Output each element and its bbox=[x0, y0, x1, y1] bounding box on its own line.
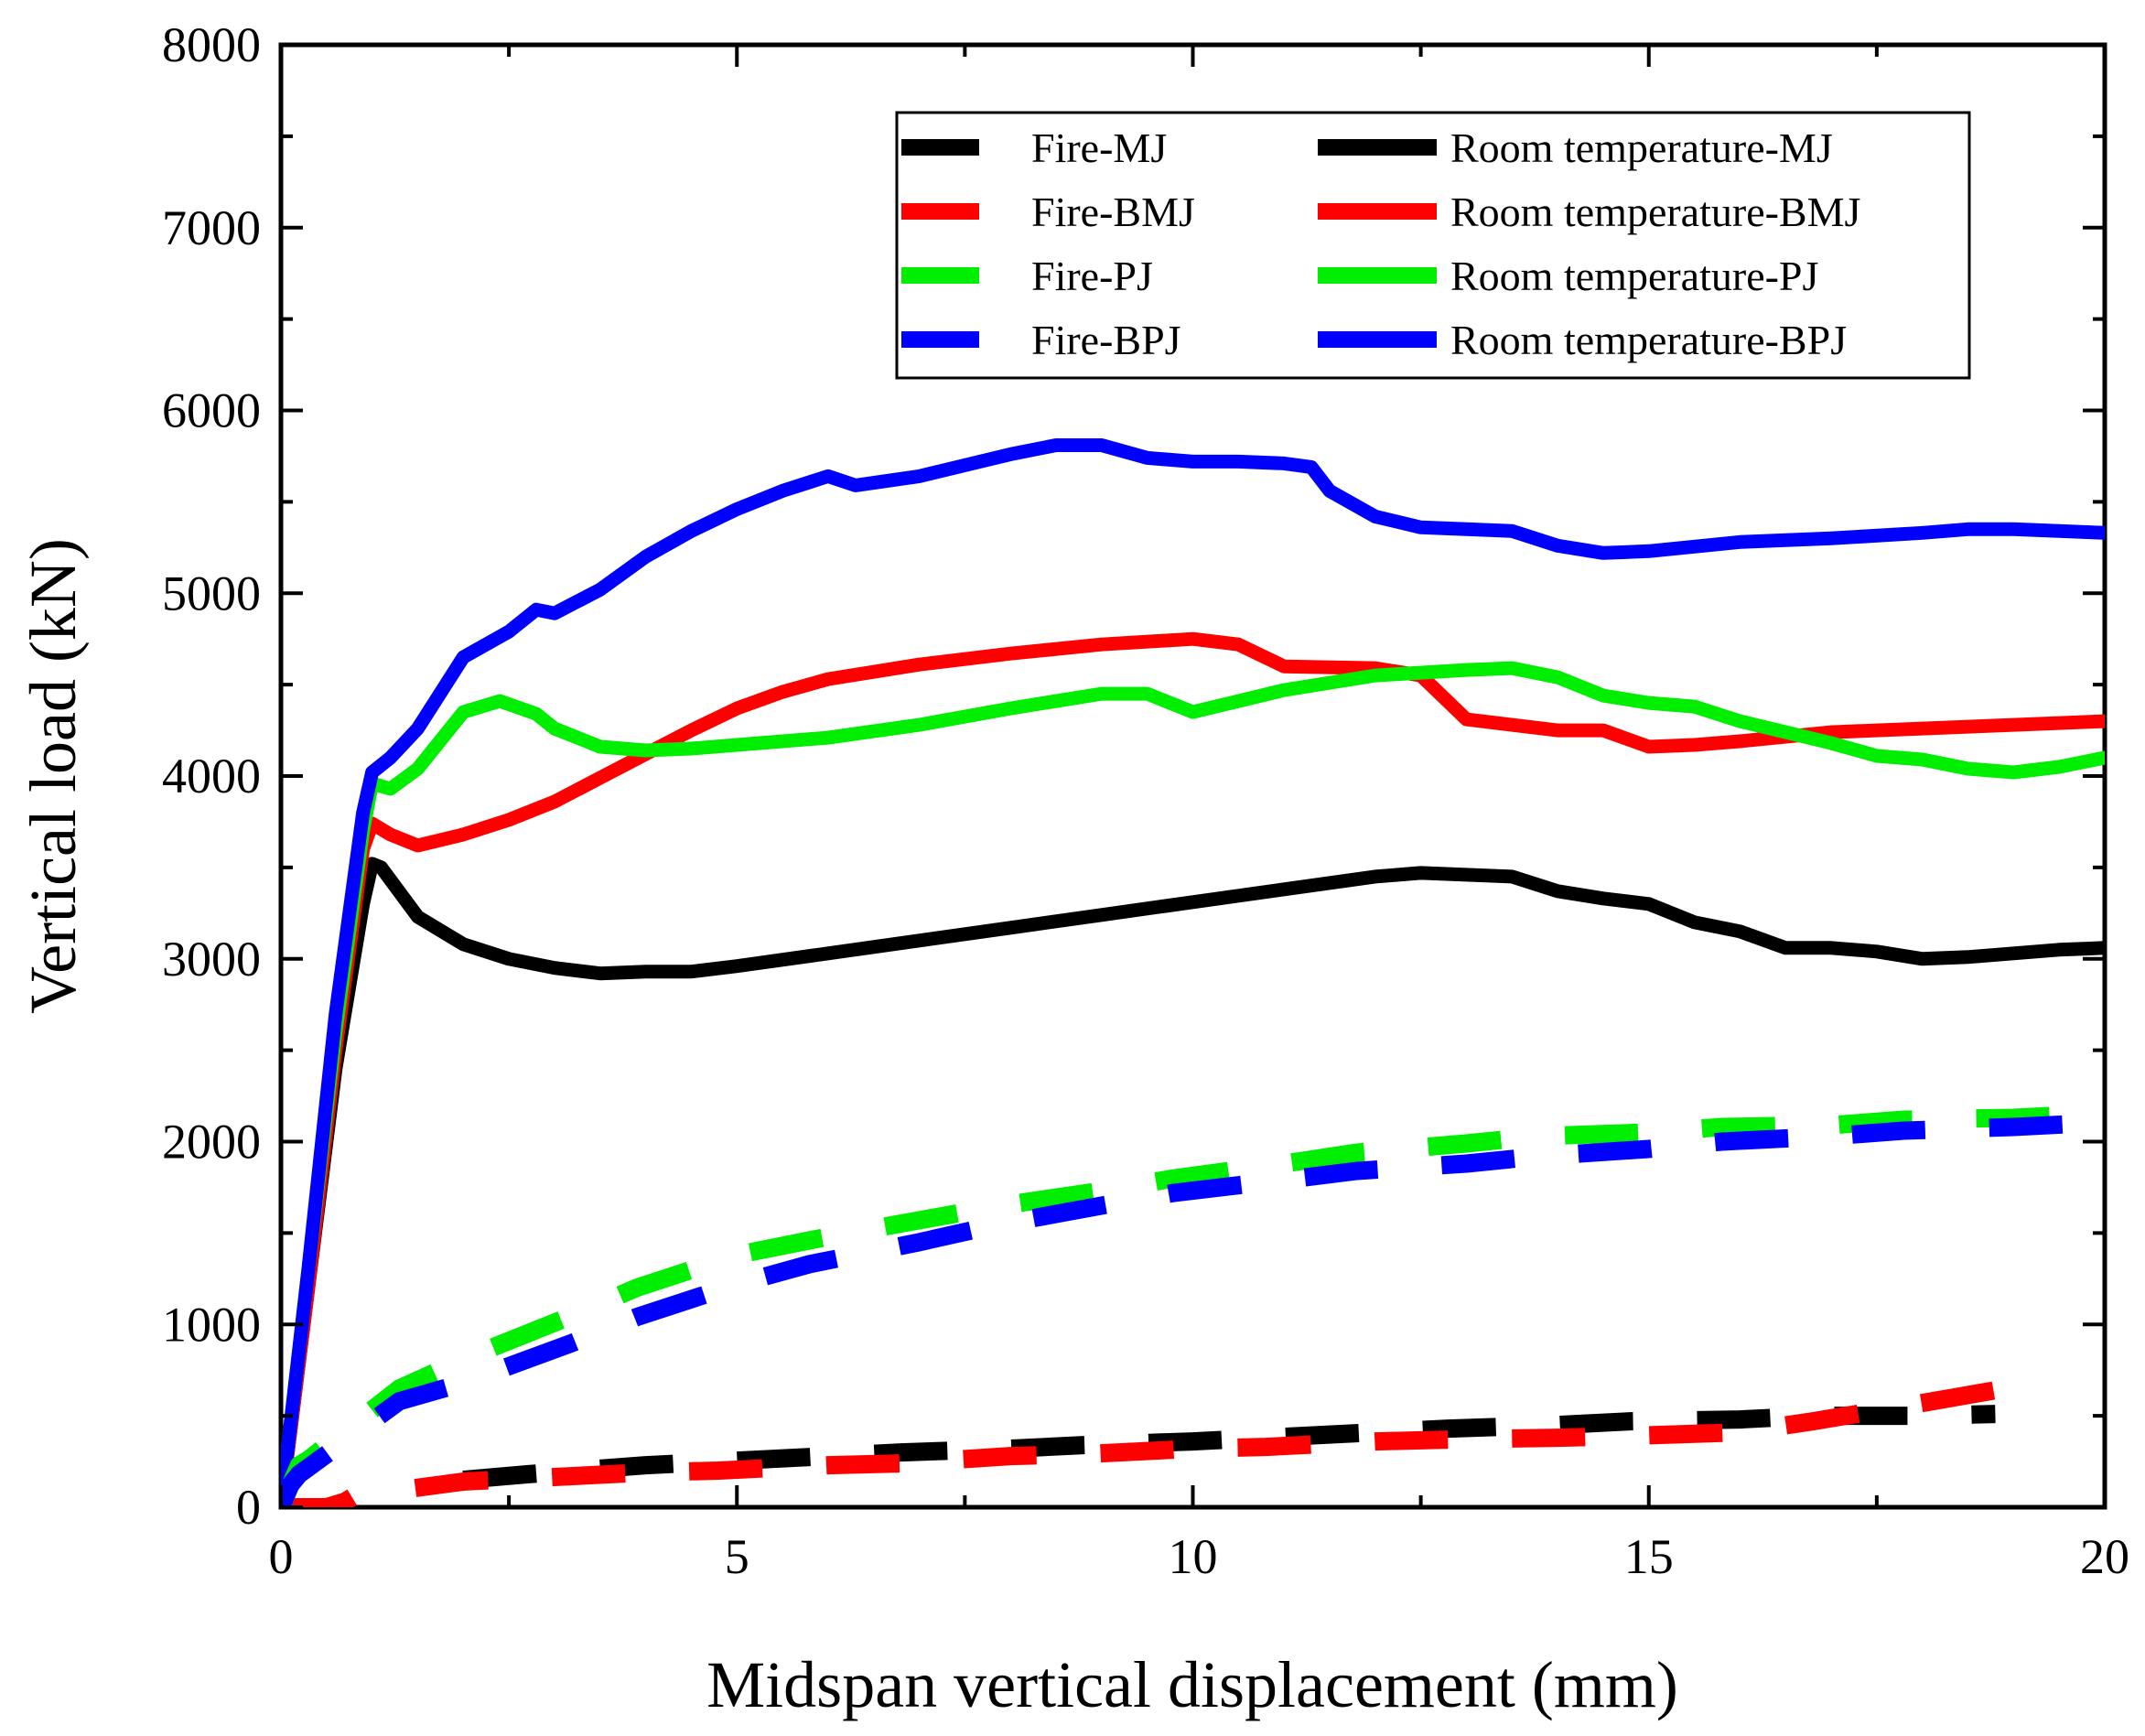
series-line-fire-bmj bbox=[281, 1381, 1998, 1507]
series-line-fire-bpj bbox=[281, 1114, 2087, 1507]
series-line-room-temperature-bmj bbox=[281, 631, 2105, 1507]
x-tick-label: 0 bbox=[269, 1529, 294, 1584]
y-tick-label: 0 bbox=[236, 1480, 261, 1535]
legend-label: Room temperature-PJ bbox=[1450, 253, 1818, 299]
legend-items: Fire-MJ Fire-BMJ Fire-PJ Fire-BPJ Room tempe… bbox=[901, 124, 1860, 363]
x-tick-label: 5 bbox=[725, 1529, 749, 1584]
y-axis-label: Vertical load (kN) bbox=[16, 538, 90, 1014]
x-axis-ticks: 0 5 10 15 20 bbox=[269, 45, 2129, 1584]
x-tick-label: 20 bbox=[2080, 1529, 2129, 1584]
legend-label: Room temperature-MJ bbox=[1450, 124, 1833, 171]
y-tick-label: 7000 bbox=[162, 200, 261, 255]
y-tick-label: 4000 bbox=[162, 749, 261, 803]
y-axis-ticks: 0 1000 2000 3000 4000 5000 6000 7000 8000 bbox=[162, 17, 2105, 1535]
y-tick-label: 8000 bbox=[162, 17, 261, 72]
series-line-room-temperature-bpj bbox=[281, 438, 2105, 1507]
y-tick-label: 5000 bbox=[162, 566, 261, 620]
legend-label: Fire-BMJ bbox=[1031, 189, 1195, 235]
legend-label: Fire-MJ bbox=[1031, 124, 1167, 171]
y-tick-label: 3000 bbox=[162, 932, 261, 987]
legend-label: Fire-BPJ bbox=[1031, 317, 1181, 363]
legend-label: Room temperature-BPJ bbox=[1450, 317, 1847, 363]
series-line-fire-pj bbox=[281, 1105, 2087, 1507]
plot-area: 0 5 10 15 20 0 1000 2000 3000 4000 5000 6000 7000 80… bbox=[162, 17, 2129, 1584]
x-tick-label: 15 bbox=[1624, 1529, 1674, 1584]
x-axis-label: Midspan vertical displacement (mm) bbox=[706, 1648, 1678, 1721]
legend-label: Fire-PJ bbox=[1031, 253, 1153, 299]
y-tick-label: 1000 bbox=[162, 1297, 261, 1352]
series-line-room-temperature-pj bbox=[281, 661, 2105, 1507]
y-tick-label: 6000 bbox=[162, 383, 261, 438]
legend-label: Room temperature-BMJ bbox=[1450, 189, 1860, 235]
series-line-fire-mj bbox=[462, 1405, 1996, 1489]
legend: Fire-MJ Fire-BMJ Fire-PJ Fire-BPJ Room tempe… bbox=[895, 111, 1971, 380]
series-line-room-temperature-mj bbox=[281, 857, 2105, 1507]
y-tick-label: 2000 bbox=[162, 1115, 261, 1170]
series-layer bbox=[281, 438, 2105, 1507]
x-tick-label: 10 bbox=[1169, 1529, 1218, 1584]
